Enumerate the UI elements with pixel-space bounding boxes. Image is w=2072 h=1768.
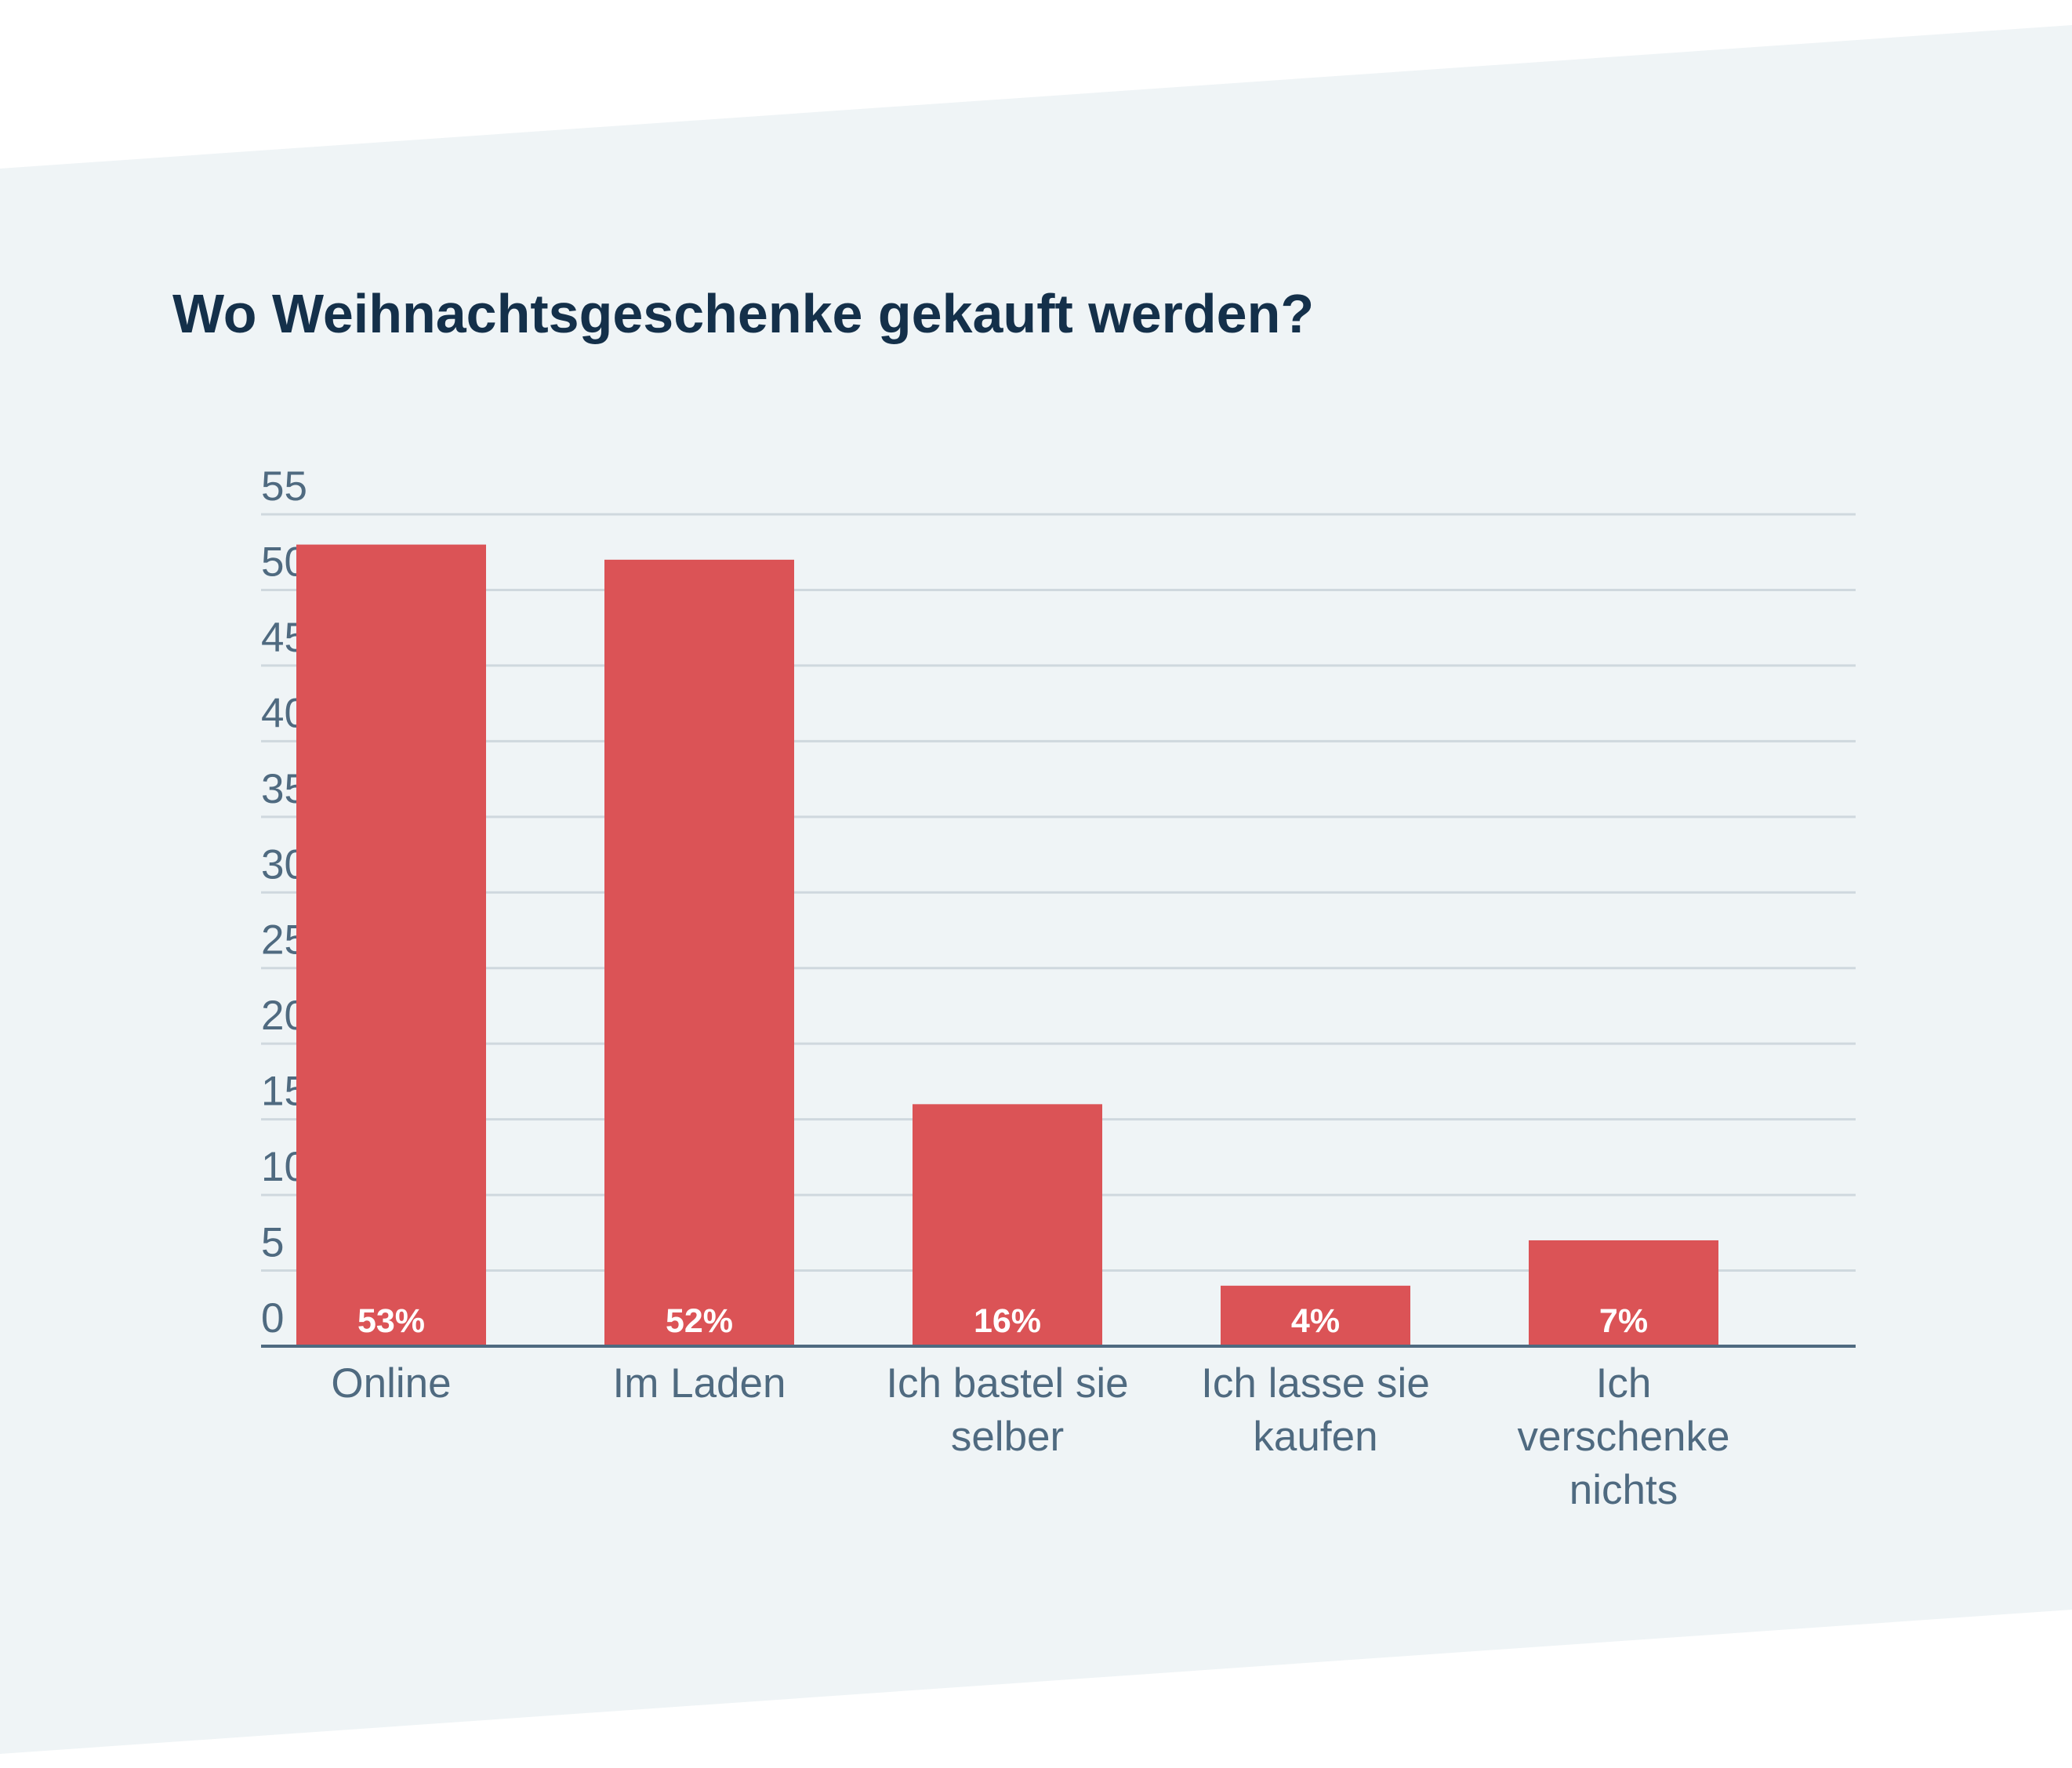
category-label-line: selber [951, 1414, 1064, 1460]
category-label-line: kaufen [1253, 1414, 1377, 1460]
value-label: 16% [974, 1302, 1041, 1340]
bars [296, 544, 1718, 1346]
category-label-line: nichts [1569, 1467, 1678, 1513]
chart-title: Wo Weihnachtsgeschenke gekauft werden? [172, 283, 1315, 344]
category-label-line: Online [331, 1360, 451, 1407]
category-label: Im Laden [613, 1360, 786, 1407]
value-label: 4% [1291, 1302, 1340, 1340]
x-axis-labels: Online Im Laden Ich bastel sie selber Ich la… [331, 1360, 1729, 1513]
category-label: Ich verschenke nichts [1517, 1360, 1729, 1513]
category-label-line: Ich [1596, 1360, 1652, 1407]
category-label-line: Ich lasse sie [1201, 1360, 1430, 1407]
category-label: Ich lasse sie kaufen [1201, 1360, 1430, 1460]
category-label-line: Ich bastel sie [886, 1360, 1128, 1407]
category-label: Online [331, 1360, 451, 1407]
category-label: Ich bastel sie selber [886, 1360, 1128, 1460]
y-tick-label: 0 [261, 1295, 284, 1341]
value-label: 52% [666, 1302, 733, 1340]
category-label-line: Im Laden [613, 1360, 786, 1407]
y-tick-label: 55 [261, 463, 307, 510]
bar [1529, 1240, 1718, 1346]
y-tick-label: 5 [261, 1220, 284, 1266]
bar [604, 559, 794, 1346]
value-label: 7% [1599, 1302, 1648, 1340]
bar [296, 544, 486, 1346]
bar [913, 1104, 1102, 1346]
value-labels: 53% 52% 16% 4% 7% [357, 1302, 1648, 1340]
category-label-line: verschenke [1517, 1414, 1729, 1460]
bar [1221, 1285, 1410, 1346]
value-label: 53% [357, 1302, 425, 1340]
